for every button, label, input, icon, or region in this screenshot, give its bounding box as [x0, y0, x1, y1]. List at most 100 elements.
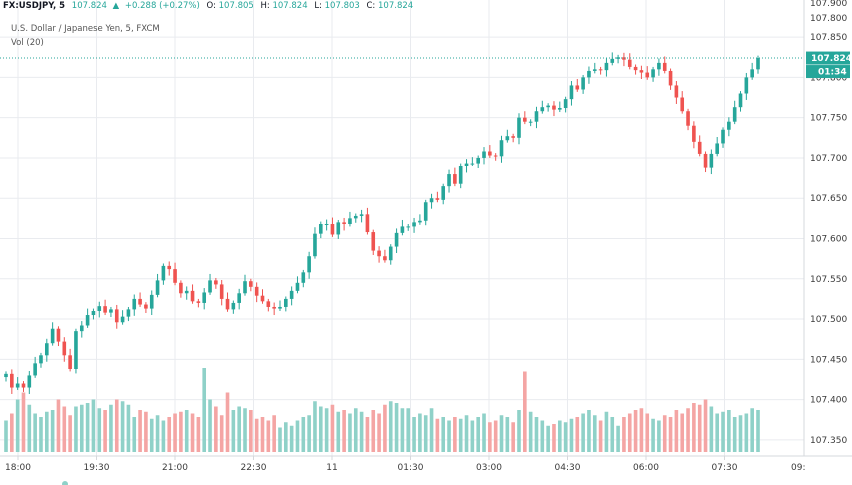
candle-body[interactable] — [4, 373, 8, 378]
candle-body[interactable] — [120, 316, 125, 323]
candle-body[interactable] — [674, 85, 679, 98]
candle-body[interactable] — [429, 198, 434, 203]
candle-body[interactable] — [56, 328, 61, 342]
candle-body[interactable] — [581, 77, 585, 90]
candle-body[interactable] — [202, 292, 207, 303]
candle-body[interactable] — [680, 97, 685, 112]
candle-body[interactable] — [219, 284, 224, 299]
candle-body[interactable] — [79, 325, 84, 332]
candle-body[interactable] — [109, 309, 113, 313]
price-candles[interactable] — [4, 52, 760, 394]
candle-body[interactable] — [144, 304, 148, 309]
candle-body[interactable] — [365, 214, 370, 233]
candle-body[interactable] — [423, 202, 428, 221]
candle-body[interactable] — [33, 363, 37, 376]
candle-body[interactable] — [313, 233, 317, 257]
candle-body[interactable] — [604, 62, 609, 71]
candle-body[interactable] — [85, 315, 90, 326]
candle-body[interactable] — [750, 69, 754, 78]
candle-body[interactable] — [196, 301, 201, 303]
candle-body[interactable] — [68, 355, 72, 369]
candle-body[interactable] — [21, 383, 26, 388]
candle-body[interactable] — [721, 129, 725, 144]
candle-body[interactable] — [371, 232, 376, 251]
candle-body[interactable] — [394, 232, 399, 247]
candle-body[interactable] — [353, 215, 358, 219]
candle-body[interactable] — [418, 220, 422, 223]
candle-body[interactable] — [301, 272, 306, 283]
candle-body[interactable] — [651, 69, 655, 78]
candle-body[interactable] — [278, 306, 282, 309]
candle-body[interactable] — [208, 280, 212, 293]
candle-body[interactable] — [173, 269, 177, 283]
candle-body[interactable] — [318, 224, 323, 234]
candle-body[interactable] — [336, 222, 341, 235]
candle-body[interactable] — [155, 280, 160, 295]
candle-body[interactable] — [546, 105, 550, 108]
candle-body[interactable] — [132, 298, 137, 310]
candle-body[interactable] — [272, 306, 276, 309]
candle-body[interactable] — [668, 70, 673, 86]
candle-body[interactable] — [10, 373, 14, 388]
candle-body[interactable] — [744, 77, 749, 94]
candle-body[interactable] — [214, 280, 218, 285]
candle-body[interactable] — [359, 214, 364, 216]
candle-body[interactable] — [330, 224, 335, 235]
candle-body[interactable] — [161, 265, 166, 281]
candle-body[interactable] — [406, 226, 411, 228]
candle-body[interactable] — [633, 66, 638, 71]
candle-body[interactable] — [458, 166, 463, 184]
price-axis[interactable]: 107.850 107.800 107.750 107.700 107.650 107.6… — [810, 33, 847, 446]
candle-body[interactable] — [348, 218, 352, 224]
candle-body[interactable] — [645, 72, 650, 78]
candle-body[interactable] — [639, 70, 644, 73]
candle-body[interactable] — [453, 174, 457, 184]
candle-body[interactable] — [249, 281, 253, 287]
candle-body[interactable] — [91, 311, 96, 316]
candle-body[interactable] — [482, 151, 486, 158]
candle-body[interactable] — [528, 121, 533, 123]
candle-body[interactable] — [569, 85, 574, 100]
candle-body[interactable] — [138, 298, 142, 305]
candle-body[interactable] — [727, 121, 731, 130]
candle-body[interactable] — [289, 290, 294, 299]
candle-body[interactable] — [15, 383, 20, 388]
candle-body[interactable] — [511, 136, 515, 138]
candle-body[interactable] — [552, 105, 556, 110]
candle-body[interactable] — [622, 57, 626, 60]
candle-body[interactable] — [534, 111, 539, 122]
candle-body[interactable] — [97, 306, 102, 311]
candle-body[interactable] — [266, 301, 271, 307]
candle-body[interactable] — [575, 85, 580, 90]
candle-body[interactable] — [587, 70, 591, 78]
candle-body[interactable] — [499, 140, 504, 157]
candle-body[interactable] — [738, 93, 743, 108]
candle-body[interactable] — [114, 309, 119, 323]
candle-body[interactable] — [377, 250, 381, 257]
candle-body[interactable] — [517, 117, 521, 138]
candle-body[interactable] — [307, 256, 311, 273]
candle-body[interactable] — [657, 62, 661, 70]
candle-body[interactable] — [62, 341, 67, 356]
candle-body[interactable] — [237, 293, 241, 303]
candle-body[interactable] — [50, 328, 55, 344]
candle-body[interactable] — [324, 224, 329, 225]
volume-indicator-label[interactable]: Vol (20) — [11, 38, 44, 48]
candle-body[interactable] — [756, 58, 760, 70]
candle-body[interactable] — [540, 107, 545, 112]
candle-body[interactable] — [488, 151, 492, 156]
candle-body[interactable] — [493, 155, 498, 157]
candle-body[interactable] — [412, 222, 416, 227]
candle-body[interactable] — [627, 59, 632, 67]
candle-body[interactable] — [447, 174, 451, 187]
candle-body[interactable] — [179, 282, 183, 294]
candle-body[interactable] — [167, 265, 172, 270]
candle-body[interactable] — [400, 226, 405, 233]
candle-body[interactable] — [697, 141, 702, 154]
time-axis[interactable]: 18:00 19:30 21:00 22:30 11 01:30 03:00 04:30 06:… — [5, 456, 738, 473]
candle-body[interactable] — [103, 306, 107, 313]
candle-body[interactable] — [715, 143, 720, 154]
candle-body[interactable] — [27, 375, 32, 388]
candle-body[interactable] — [74, 331, 78, 369]
candle-body[interactable] — [505, 136, 510, 141]
